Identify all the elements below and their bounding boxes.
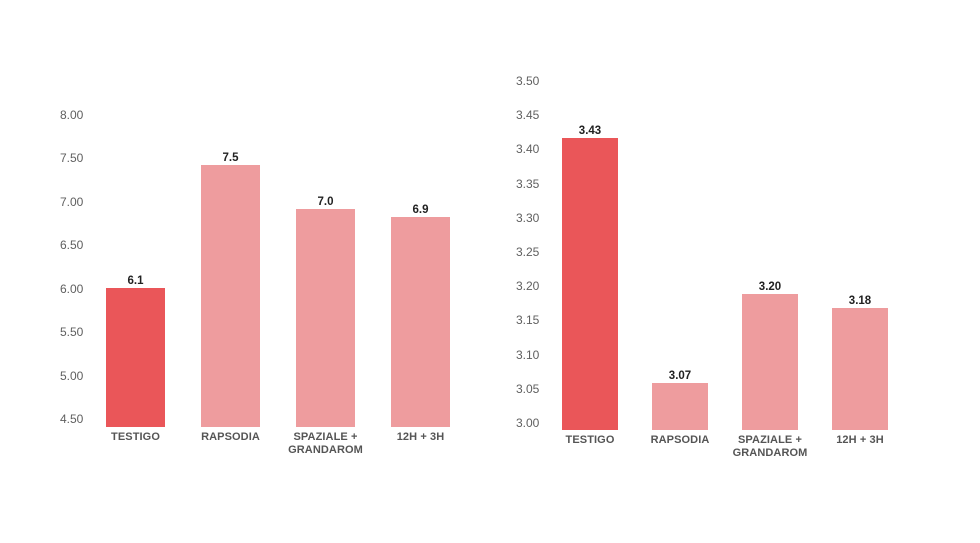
bar-rapsodia	[652, 383, 708, 430]
y-tick: 3.00	[516, 416, 540, 430]
category-line: RAPSODIA	[650, 434, 710, 446]
category-line: SPAZIALE +	[293, 431, 358, 443]
category-line: RAPSODIA	[201, 431, 260, 443]
bar-value-label: 3.20	[758, 281, 782, 293]
y-tick: 7.50	[60, 151, 84, 165]
bar-12h-3h	[832, 308, 888, 430]
x-category-label: RAPSODIA	[635, 434, 725, 447]
bar-testigo	[106, 288, 165, 427]
y-tick: 3.30	[516, 211, 540, 225]
bar-value-label: 3.07	[668, 370, 692, 382]
category-line: 12H + 3H	[396, 431, 445, 443]
y-tick: 3.10	[516, 348, 540, 362]
x-category-label: RAPSODIA	[185, 431, 276, 444]
bar-value-label: 7.0	[317, 196, 334, 208]
x-category-label: SPAZIALE + GRANDAROM	[270, 431, 381, 457]
y-tick: 6.00	[60, 282, 84, 296]
y-tick: 6.50	[60, 238, 84, 252]
bar-value-label: 6.1	[127, 275, 144, 287]
y-tick: 4.50	[60, 412, 84, 426]
category-line: GRANDAROM	[288, 444, 363, 456]
y-tick: 3.45	[516, 108, 540, 122]
y-tick: 5.50	[60, 325, 84, 339]
x-category-label: SPAZIALE + GRANDAROM	[715, 434, 825, 460]
y-tick: 5.00	[60, 369, 84, 383]
category-line: GRANDAROM	[732, 447, 808, 459]
y-tick: 8.00	[60, 108, 84, 122]
bar-testigo	[562, 138, 618, 430]
y-tick: 3.20	[516, 279, 540, 293]
x-category-label: 12H + 3H	[815, 434, 905, 447]
y-tick: 3.40	[516, 142, 540, 156]
category-line: TESTIGO	[565, 434, 615, 446]
x-category-label: 12H + 3H	[375, 431, 466, 444]
y-tick: 3.25	[516, 245, 540, 259]
bar-rapsodia	[201, 165, 260, 427]
x-category-label: TESTIGO	[545, 434, 635, 447]
bar-12h-3h	[391, 217, 450, 427]
x-category-label: TESTIGO	[90, 431, 181, 444]
category-line: 12H + 3H	[836, 434, 884, 446]
bar-value-label: 3.18	[848, 295, 872, 307]
y-tick: 3.35	[516, 177, 540, 191]
category-line: SPAZIALE +	[737, 434, 803, 446]
y-tick: 7.00	[60, 195, 84, 209]
left-bar-chart: 8.00 7.50 7.00 6.50 6.00 5.50 5.00 4.50 …	[60, 108, 466, 457]
bar-value-label: 6.9	[412, 204, 429, 216]
bar-value-label: 7.5	[222, 152, 239, 164]
y-tick: 3.05	[516, 382, 540, 396]
y-tick: 3.50	[516, 74, 540, 88]
bar-spaziale-grandarom	[742, 294, 798, 430]
category-line: TESTIGO	[111, 431, 160, 443]
bar-value-label: 3.43	[578, 125, 602, 137]
bar-spaziale-grandarom	[296, 209, 355, 427]
y-tick: 3.15	[516, 313, 540, 327]
